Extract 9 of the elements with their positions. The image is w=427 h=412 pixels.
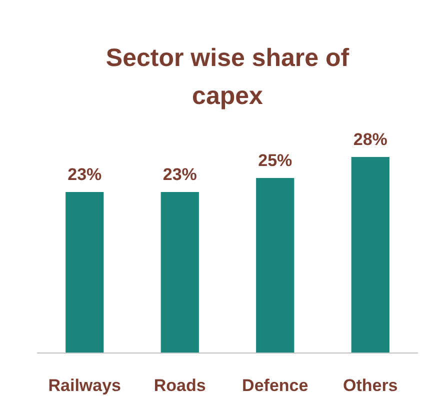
x-tick-label: Others — [342, 376, 398, 395]
data-label: 25% — [258, 151, 292, 170]
data-label: 23% — [162, 165, 197, 184]
x-tick-label: Railways — [48, 376, 122, 395]
x-tick-label: Roads — [154, 376, 206, 395]
x-tick-label: Defence — [242, 376, 308, 395]
data-label: 28% — [353, 130, 388, 149]
chart-title: Sector wise share of capex — [106, 44, 350, 110]
data-label: 23% — [68, 165, 102, 184]
